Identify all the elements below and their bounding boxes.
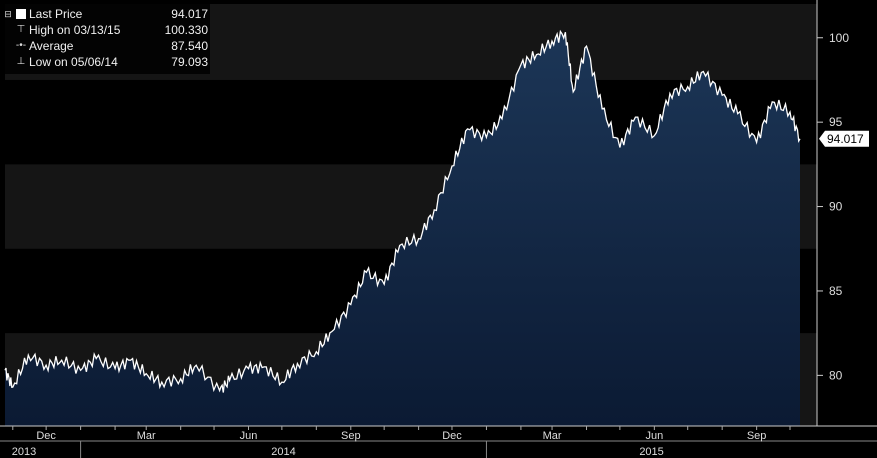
legend-label: Last Price — [29, 7, 83, 21]
y-tick-label: 90 — [829, 200, 843, 214]
y-tick-label: 95 — [829, 115, 843, 129]
x-year-label: 2014 — [271, 446, 295, 458]
legend-value: 87.540 — [171, 39, 208, 53]
y-tick-label: 85 — [829, 284, 843, 298]
x-month-label: Dec — [36, 430, 56, 442]
legend-value: 100.330 — [164, 23, 208, 37]
x-year-label: 2013 — [12, 446, 36, 458]
x-month-label: Sep — [747, 430, 767, 442]
legend: ⊟ Last Price 94.017 ⊤ High on 03/13/15 1… — [2, 4, 210, 74]
legend-low: ⊥ Low on 05/06/14 79.093 — [2, 54, 210, 70]
x-month-label: Mar — [543, 430, 562, 442]
x-month-label: Jun — [240, 430, 258, 442]
x-month-label: Sep — [341, 430, 361, 442]
square-icon — [15, 6, 27, 25]
average-marker-icon: -•- — [15, 40, 27, 51]
last-price-label: 94.017 — [827, 132, 864, 146]
legend-average: -•- Average 87.540 — [2, 38, 210, 54]
price-line — [4, 29, 801, 393]
high-marker-icon: ⊤ — [16, 24, 26, 35]
x-month-label: Jun — [645, 430, 663, 442]
legend-value: 94.017 — [171, 7, 208, 21]
legend-label: Average — [29, 39, 74, 53]
low-marker-icon: ⊥ — [16, 56, 26, 67]
legend-value: 79.093 — [171, 55, 208, 69]
y-tick-label: 100 — [829, 31, 849, 45]
y-tick-label: 80 — [829, 368, 843, 382]
x-year-label: 2015 — [639, 446, 663, 458]
last-price-tag — [819, 130, 869, 147]
collapse-icon[interactable]: ⊟ — [4, 9, 12, 19]
x-month-label: Dec — [442, 430, 462, 442]
legend-label: Low on 05/06/14 — [29, 55, 118, 69]
x-month-label: Mar — [137, 430, 156, 442]
legend-label: High on 03/13/15 — [29, 23, 121, 37]
legend-last-price: ⊟ Last Price 94.017 — [2, 6, 210, 22]
price-area — [5, 31, 800, 426]
legend-high: ⊤ High on 03/13/15 100.330 — [2, 22, 210, 38]
